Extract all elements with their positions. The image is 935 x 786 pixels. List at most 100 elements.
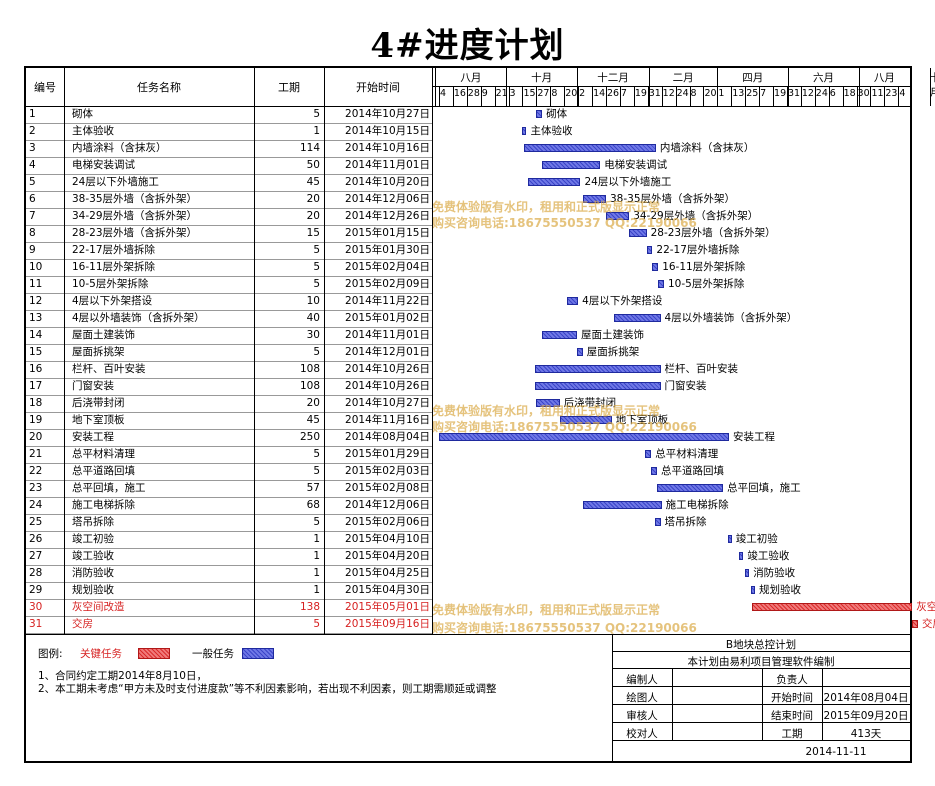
task-bar-label: 后浇带封闭 xyxy=(563,397,617,409)
task-bar[interactable] xyxy=(739,552,744,560)
task-start: 2014年12月26日 xyxy=(345,210,430,222)
task-bar[interactable] xyxy=(535,365,661,373)
timeline-day: 20 xyxy=(565,88,578,99)
task-bar[interactable] xyxy=(536,110,543,118)
timeline-month: 十月 xyxy=(929,72,935,99)
task-name: 主体验收 xyxy=(72,125,114,137)
task-bar[interactable] xyxy=(645,450,652,458)
task-id: 7 xyxy=(29,210,36,222)
task-bar[interactable] xyxy=(522,127,527,135)
task-bar[interactable] xyxy=(658,280,664,288)
task-start: 2014年10月26日 xyxy=(345,363,430,375)
task-bar[interactable] xyxy=(614,314,661,322)
task-bar[interactable] xyxy=(646,246,653,254)
task-name: 24层以下外墙施工 xyxy=(72,176,159,188)
task-bar[interactable] xyxy=(559,416,612,424)
task-bar[interactable] xyxy=(577,348,583,356)
task-id: 24 xyxy=(29,499,43,511)
task-bar[interactable] xyxy=(535,382,661,390)
col-header-name[interactable]: 任务名称 xyxy=(137,81,181,94)
timeline-month: 六月 xyxy=(812,72,834,84)
task-bar[interactable] xyxy=(438,433,729,441)
task-id: 30 xyxy=(29,601,43,613)
task-bar-label: 24层以下外墙施工 xyxy=(584,176,672,188)
col-header-start[interactable]: 开始时间 xyxy=(356,81,400,94)
task-bar[interactable] xyxy=(566,297,579,305)
task-bar[interactable] xyxy=(582,501,662,509)
task-id: 21 xyxy=(29,448,43,460)
task-name: 10-5层外架拆除 xyxy=(72,278,149,290)
task-start: 2015年02月09日 xyxy=(345,278,430,290)
task-start: 2014年11月01日 xyxy=(345,159,430,171)
legend-label: 图例: xyxy=(38,648,63,660)
task-bar[interactable] xyxy=(912,620,919,628)
task-id: 23 xyxy=(29,482,43,494)
task-id: 15 xyxy=(29,346,43,358)
gantt-frame: 编号 任务名称 工期 开始时间 八月 十月 十二月 二月 四月 六月 八月 十月 4 16 28 9 2… xyxy=(24,66,935,763)
task-bar-label: 门窗安装 xyxy=(664,380,707,392)
task-start: 2015年02月03日 xyxy=(345,465,430,477)
timeline-day: 4 xyxy=(899,88,906,99)
task-duration: 5 xyxy=(313,618,320,630)
task-bar[interactable] xyxy=(629,229,647,237)
task-bar-label: 38-35层外墙（含拆外架） xyxy=(610,193,736,205)
task-name: 消防验收 xyxy=(72,567,114,579)
legend-normal-swatch xyxy=(242,648,274,659)
task-bar[interactable] xyxy=(528,178,581,186)
timeline-day: 28 xyxy=(467,88,480,99)
task-bar[interactable] xyxy=(542,161,601,169)
task-bar[interactable] xyxy=(523,144,656,152)
task-name: 4层以外墙装饰（含拆外架） xyxy=(72,312,205,324)
task-start: 2014年10月27日 xyxy=(345,108,430,120)
timeline-day: 11 xyxy=(871,88,884,99)
checker-label: 校对人 xyxy=(626,728,658,740)
task-name: 28-23层外墙（含拆外架） xyxy=(72,227,198,239)
task-bar-label: 总平材料清理 xyxy=(655,448,719,460)
timeline-day: 9 xyxy=(481,88,488,99)
watermark-line1: 免费体验版有水印，租用和正式版显示正常 xyxy=(432,603,661,617)
task-bar-label: 竣工初验 xyxy=(735,533,778,545)
task-bar[interactable] xyxy=(536,399,560,407)
task-duration: 20 xyxy=(306,210,320,222)
task-bar-label: 28-23层外墙（含拆外架） xyxy=(650,227,776,239)
task-bar-label: 交房 xyxy=(922,618,935,630)
timeline-day: 20 xyxy=(704,88,717,99)
timeline-day: 30 xyxy=(857,88,870,99)
task-bar[interactable] xyxy=(654,518,661,526)
task-bar[interactable] xyxy=(651,467,658,475)
col-header-id[interactable]: 编号 xyxy=(34,81,56,94)
task-bar[interactable] xyxy=(752,603,913,611)
task-bar-label: 栏杆、百叶安装 xyxy=(664,363,739,375)
end-label: 结束时间 xyxy=(771,710,813,722)
task-bar[interactable] xyxy=(542,331,577,339)
start-label: 开始时间 xyxy=(771,692,813,704)
task-start: 2014年12月06日 xyxy=(345,499,430,511)
task-bar[interactable] xyxy=(582,195,606,203)
task-start: 2015年01月30日 xyxy=(345,244,430,256)
task-duration: 1 xyxy=(313,567,320,579)
task-bar[interactable] xyxy=(727,535,732,543)
task-bar[interactable] xyxy=(751,586,755,594)
reviewer-label: 审核人 xyxy=(626,710,658,722)
task-name: 安装工程 xyxy=(72,431,114,443)
duration-value: 413天 xyxy=(850,728,882,740)
start-value: 2014年08月04日 xyxy=(823,692,909,704)
task-bar[interactable] xyxy=(606,212,630,220)
task-start: 2014年10月15日 xyxy=(345,125,430,137)
timeline-month: 十二月 xyxy=(597,72,629,84)
task-name: 塔吊拆除 xyxy=(72,516,114,528)
task-bar-label: 规划验收 xyxy=(759,584,801,596)
task-bar[interactable] xyxy=(657,484,724,492)
col-header-duration[interactable]: 工期 xyxy=(278,81,300,94)
watermark-line2: 购买咨询电话:18675550537 QQ:22190066 xyxy=(432,216,697,230)
note-1: 1、合同约定工期2014年8月10日， xyxy=(38,670,207,682)
task-name: 34-29层外墙（含拆外架） xyxy=(72,210,198,222)
timeline-month: 八月 xyxy=(873,72,895,84)
task-bar-label: 主体验收 xyxy=(530,125,573,137)
task-id: 31 xyxy=(29,618,43,630)
task-bar-label: 竣工验收 xyxy=(747,550,790,562)
task-bar[interactable] xyxy=(745,569,750,577)
task-name: 22-17层外墙拆除 xyxy=(72,244,156,256)
task-bar-label: 4层以下外架搭设 xyxy=(582,295,663,307)
task-bar[interactable] xyxy=(652,263,659,271)
